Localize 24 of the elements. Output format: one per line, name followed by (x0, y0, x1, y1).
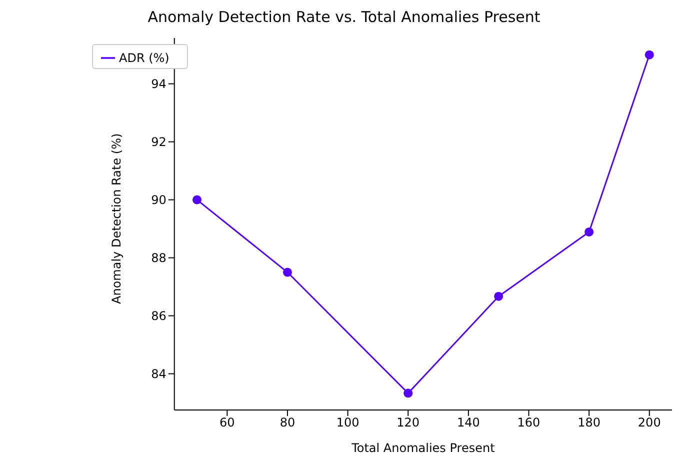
y-tick-label: 84 (151, 367, 166, 382)
y-axis-title: Anomaly Detection Rate (%) (110, 133, 124, 304)
x-tick-label: 180 (578, 416, 601, 430)
y-tick-label: 88 (151, 251, 166, 266)
x-tick-label: 80 (280, 416, 296, 430)
point (494, 292, 504, 301)
point (404, 388, 413, 398)
point (192, 195, 202, 204)
point (584, 227, 594, 236)
y-tick-label: 92 (151, 135, 166, 150)
x-tick-label: 60 (220, 416, 235, 430)
y-tick-label: 90 (151, 193, 166, 208)
point (644, 50, 654, 60)
x-axis-title: Total Anomalies Present (350, 441, 496, 455)
x-tick-label: 140 (456, 416, 480, 430)
chart-title: Anomaly Detection Rate vs. Total Anomalies Present (146, 8, 542, 28)
x-tick-label: 200 (638, 416, 661, 430)
x-tick-label: 160 (517, 416, 540, 430)
x-tick-label: 120 (396, 416, 420, 430)
legend-label: ADR (%) (119, 51, 170, 65)
y-tick-label: 94 (151, 77, 166, 92)
point (282, 268, 292, 277)
x-tick-label: 100 (336, 416, 360, 430)
y-tick-label: 86 (151, 309, 166, 324)
